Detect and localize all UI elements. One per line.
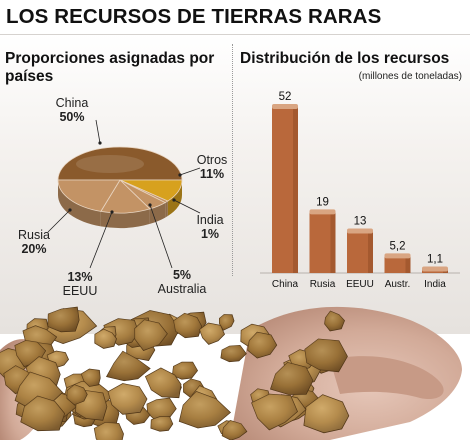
rock-shading [145,368,181,398]
panel-divider [232,44,233,276]
pie-label-name: India [196,213,224,227]
title-rule [0,34,470,35]
pie-slice-rusia [57,179,121,212]
pie-label-value: 13% [67,270,93,284]
rare-earth-rocks-illustration [0,306,462,440]
bar-top [272,104,298,109]
pie-label-name: Otros [196,153,228,167]
bar-value-label: 13 [354,216,367,228]
bar-value-label: 19 [316,196,329,208]
rock-shading [220,345,247,362]
pie-label-value: 1% [200,227,220,241]
pie-leader-india [173,199,201,214]
bar-top [309,209,336,215]
pie-label-otros: Otros 11% [190,153,234,181]
bar-body [384,256,411,273]
bar-top [347,228,373,234]
pie-chart [47,119,201,269]
pie-label-value: 20% [21,242,47,256]
pie-label-china: China 50% [50,96,94,124]
bar-category-label: Rusia [310,279,336,290]
bar-top [422,266,448,272]
pie-slice-side-eeuu [100,208,150,229]
pie-leader-dot-otros [178,173,182,177]
pie-leader-dot-australia [148,203,152,207]
rock-shading [94,422,124,440]
pie-slice-side-india [165,201,168,218]
rock-shading [147,398,177,421]
bar-category-label: India [424,279,446,290]
bar-chart-unit: (millones de toneladas) [358,71,462,82]
pie-label-value: 50% [59,110,85,124]
rock-shading [219,314,234,331]
bar-austr [384,253,411,273]
pie-slice-china [57,146,183,181]
rock-shading [179,391,231,428]
rock-shading [172,362,198,380]
bar-eeuu [347,228,373,273]
pie-leader-australia [149,204,173,269]
bar-shade [330,212,336,273]
rock-shading [106,351,151,381]
bar-china [272,104,298,273]
pie-leader-dot-india [172,198,176,202]
pie-label-name: China [55,96,89,110]
rock-shading [81,369,101,387]
bar-rusia [309,209,336,273]
rock-shading [108,383,147,415]
pie-label-rusia: Rusia 20% [14,228,54,256]
pie-slice-side-rusia [58,180,101,227]
rock-shading [20,396,65,431]
bar-shade [405,256,411,273]
pie-label-name: EEUU [62,284,98,298]
pie-leader-dot-rusia [68,208,72,212]
rock-shading [304,339,348,372]
pie-leader-china [95,119,101,144]
bar-category-label: Austr. [385,279,411,290]
rock-shading [247,332,277,358]
rock-shading [199,323,225,345]
rock-pile [0,306,350,440]
pie-highlight [76,155,144,173]
pie-leader-rusia [47,209,71,233]
rock-shading [134,319,168,351]
bar-chart: 52 China 19 Rusia 13 EEUU 5,2 Austr. 1,1 India [260,91,460,290]
pie-leader-dot-eeuu [110,210,114,214]
bar-chart-title: Distribución de los recursos [240,50,450,67]
pie-leader-dot-china [98,141,102,145]
pie-slice-side-otros [167,180,182,217]
pie-label-name: Rusia [18,228,50,242]
bar-india [422,266,448,273]
rock-shading [222,420,247,440]
pie-label-value: 5% [172,268,192,282]
pie-label-name: Australia [157,282,207,296]
page-title: LOS RECURSOS DE TIERRAS RARAS [6,5,382,28]
rock-shading [303,394,349,433]
bar-value-label: 1,1 [427,253,443,265]
bar-shade [368,231,373,273]
hand-finger [330,356,444,400]
bar-shade [293,107,298,273]
pie-label-india: India 1% [192,213,228,241]
rock-shading [251,394,298,430]
rock-shading [67,384,88,405]
bar-value-label: 5,2 [390,240,406,252]
rock-shading [47,307,80,332]
bar-top [384,253,411,259]
bar-category-label: China [272,279,299,290]
pie-label-value: 11% [199,167,225,181]
bar-value-label: 52 [279,91,292,103]
pie-leader-otros [179,167,201,176]
rock-shading [94,329,117,349]
rock-shading [324,311,345,331]
rock-shading [3,365,36,394]
rock-shading [270,362,313,395]
pie-label-australia: 5% Australia [150,268,214,296]
rock-shading [150,416,173,432]
bar-category-label: EEUU [346,279,374,290]
pie-label-eeuu: 13% EEUU [58,270,102,298]
pie-leader-eeuu [89,211,113,269]
pie-chart-title: Proporciones asignadas por países [5,50,215,85]
rock-shading [173,313,202,338]
